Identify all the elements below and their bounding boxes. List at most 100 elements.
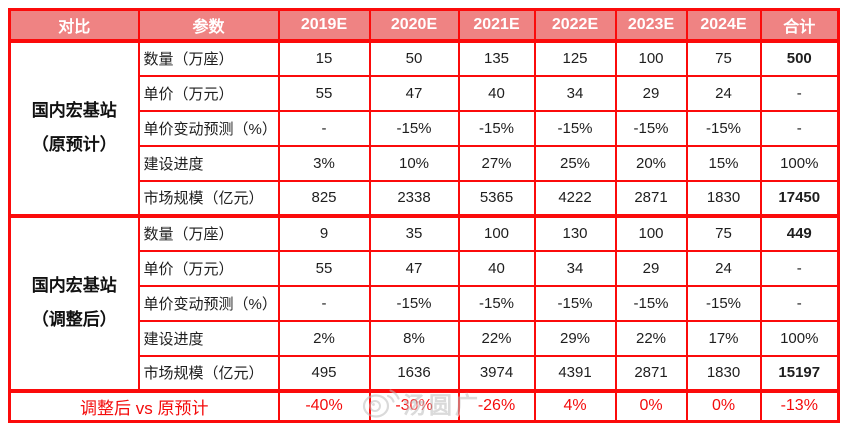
param-label: 市场规模（亿元） [137, 354, 280, 392]
table-row: 国内宏基站 （原预计） 数量（万座） 15 50 135 125 100 75 … [8, 38, 840, 217]
group-label-original: 国内宏基站 （原预计） [8, 38, 140, 217]
value-cell: 130 [533, 213, 617, 252]
header-year-2019e: 2019E [277, 8, 371, 42]
value-cell: -15% [614, 284, 688, 322]
comparison-label: 调整后 vs 原预计 [8, 388, 280, 423]
value-cell: 3% [277, 144, 371, 182]
table-row: 单价（万元） 55 47 40 34 29 24 - [10, 74, 840, 112]
value-cell: 29% [533, 319, 617, 357]
value-cell: 55 [277, 74, 371, 112]
value-cell: -15% [457, 109, 536, 147]
value-cell: 40 [457, 74, 536, 112]
param-label: 单价（万元） [137, 74, 280, 112]
value-cell: 135 [457, 38, 536, 77]
value-cell: 100 [614, 213, 688, 252]
value-cell: 5365 [457, 179, 536, 217]
header-year-2022e: 2022E [533, 8, 617, 42]
comparison-value: 4% [533, 388, 617, 423]
value-cell: 29 [614, 249, 688, 287]
value-cell: 22% [457, 319, 536, 357]
value-cell: 2% [277, 319, 371, 357]
value-cell: 75 [685, 38, 762, 77]
value-cell: 15 [277, 38, 371, 77]
value-cell: 10% [368, 144, 460, 182]
table-row: 单价（万元） 55 47 40 34 29 24 - [10, 249, 840, 287]
total-cell: 100% [759, 319, 840, 357]
total-cell: - [759, 249, 840, 287]
param-label: 建设进度 [137, 144, 280, 182]
total-cell: 17450 [759, 179, 840, 217]
value-cell: - [277, 284, 371, 322]
header-compare: 对比 [8, 8, 140, 42]
value-cell: 100 [614, 38, 688, 77]
param-label: 单价变动预测（%） [137, 284, 280, 322]
value-cell: 50 [368, 38, 460, 77]
header-total: 合计 [759, 8, 840, 42]
value-cell: 3974 [457, 354, 536, 392]
table-row: 单价变动预测（%） - -15% -15% -15% -15% -15% - [10, 284, 840, 322]
total-cell: - [759, 109, 840, 147]
comparison-value: 0% [614, 388, 688, 423]
comparison-value: -40% [277, 388, 371, 423]
value-cell: 1830 [685, 179, 762, 217]
param-label: 建设进度 [137, 319, 280, 357]
value-cell: 29 [614, 74, 688, 112]
group-label-adjusted: 国内宏基站 （调整后） [8, 213, 140, 392]
value-cell: 47 [368, 249, 460, 287]
value-cell: 24 [685, 249, 762, 287]
table-row: 市场规模（亿元） 495 1636 3974 4391 2871 1830 15… [10, 354, 840, 392]
header-row: 对比 参数 2019E 2020E 2021E 2022E 2023E 2024… [8, 8, 840, 42]
value-cell: 34 [533, 74, 617, 112]
value-cell: 2871 [614, 354, 688, 392]
value-cell: 47 [368, 74, 460, 112]
param-label: 数量（万座） [137, 38, 280, 77]
value-cell: 17% [685, 319, 762, 357]
value-cell: -15% [685, 109, 762, 147]
value-cell: -15% [457, 284, 536, 322]
group-label-line2: （原预计） [31, 135, 117, 154]
group-label-line2: （调整后） [31, 310, 117, 329]
total-cell: - [759, 284, 840, 322]
table-row: 建设进度 2% 8% 22% 29% 22% 17% 100% [10, 319, 840, 357]
value-cell: -15% [533, 109, 617, 147]
value-cell: 1636 [368, 354, 460, 392]
group-label-line1: 国内宏基站 [31, 101, 117, 120]
value-cell: -15% [614, 109, 688, 147]
table-row: 单价变动预测（%） - -15% -15% -15% -15% -15% - [10, 109, 840, 147]
comparison-value: 0% [685, 388, 762, 423]
table-row: 市场规模（亿元） 825 2338 5365 4222 2871 1830 17… [10, 179, 840, 217]
value-cell: 4391 [533, 354, 617, 392]
comparison-value: -13% [759, 388, 840, 423]
comparison-value: -30% [368, 388, 460, 423]
value-cell: 75 [685, 213, 762, 252]
value-cell: 4222 [533, 179, 617, 217]
value-cell: -15% [368, 284, 460, 322]
value-cell: 1830 [685, 354, 762, 392]
table-row: 建设进度 3% 10% 27% 25% 20% 15% 100% [10, 144, 840, 182]
value-cell: 55 [277, 249, 371, 287]
param-label: 单价（万元） [137, 249, 280, 287]
value-cell: - [277, 109, 371, 147]
value-cell: 22% [614, 319, 688, 357]
value-cell: 15% [685, 144, 762, 182]
value-cell: 25% [533, 144, 617, 182]
value-cell: 27% [457, 144, 536, 182]
total-cell: 15197 [759, 354, 840, 392]
base-station-forecast-table: 对比 参数 2019E 2020E 2021E 2022E 2023E 2024… [8, 8, 840, 423]
value-cell: 2338 [368, 179, 460, 217]
param-label: 单价变动预测（%） [137, 109, 280, 147]
value-cell: 8% [368, 319, 460, 357]
total-cell: 500 [759, 38, 840, 77]
value-cell: 20% [614, 144, 688, 182]
value-cell: 34 [533, 249, 617, 287]
value-cell: 35 [368, 213, 460, 252]
header-year-2020e: 2020E [368, 8, 460, 42]
value-cell: -15% [368, 109, 460, 147]
param-label: 数量（万座） [137, 213, 280, 252]
comparison-value: -26% [457, 388, 536, 423]
value-cell: 495 [277, 354, 371, 392]
total-cell: 100% [759, 144, 840, 182]
value-cell: 40 [457, 249, 536, 287]
value-cell: 24 [685, 74, 762, 112]
